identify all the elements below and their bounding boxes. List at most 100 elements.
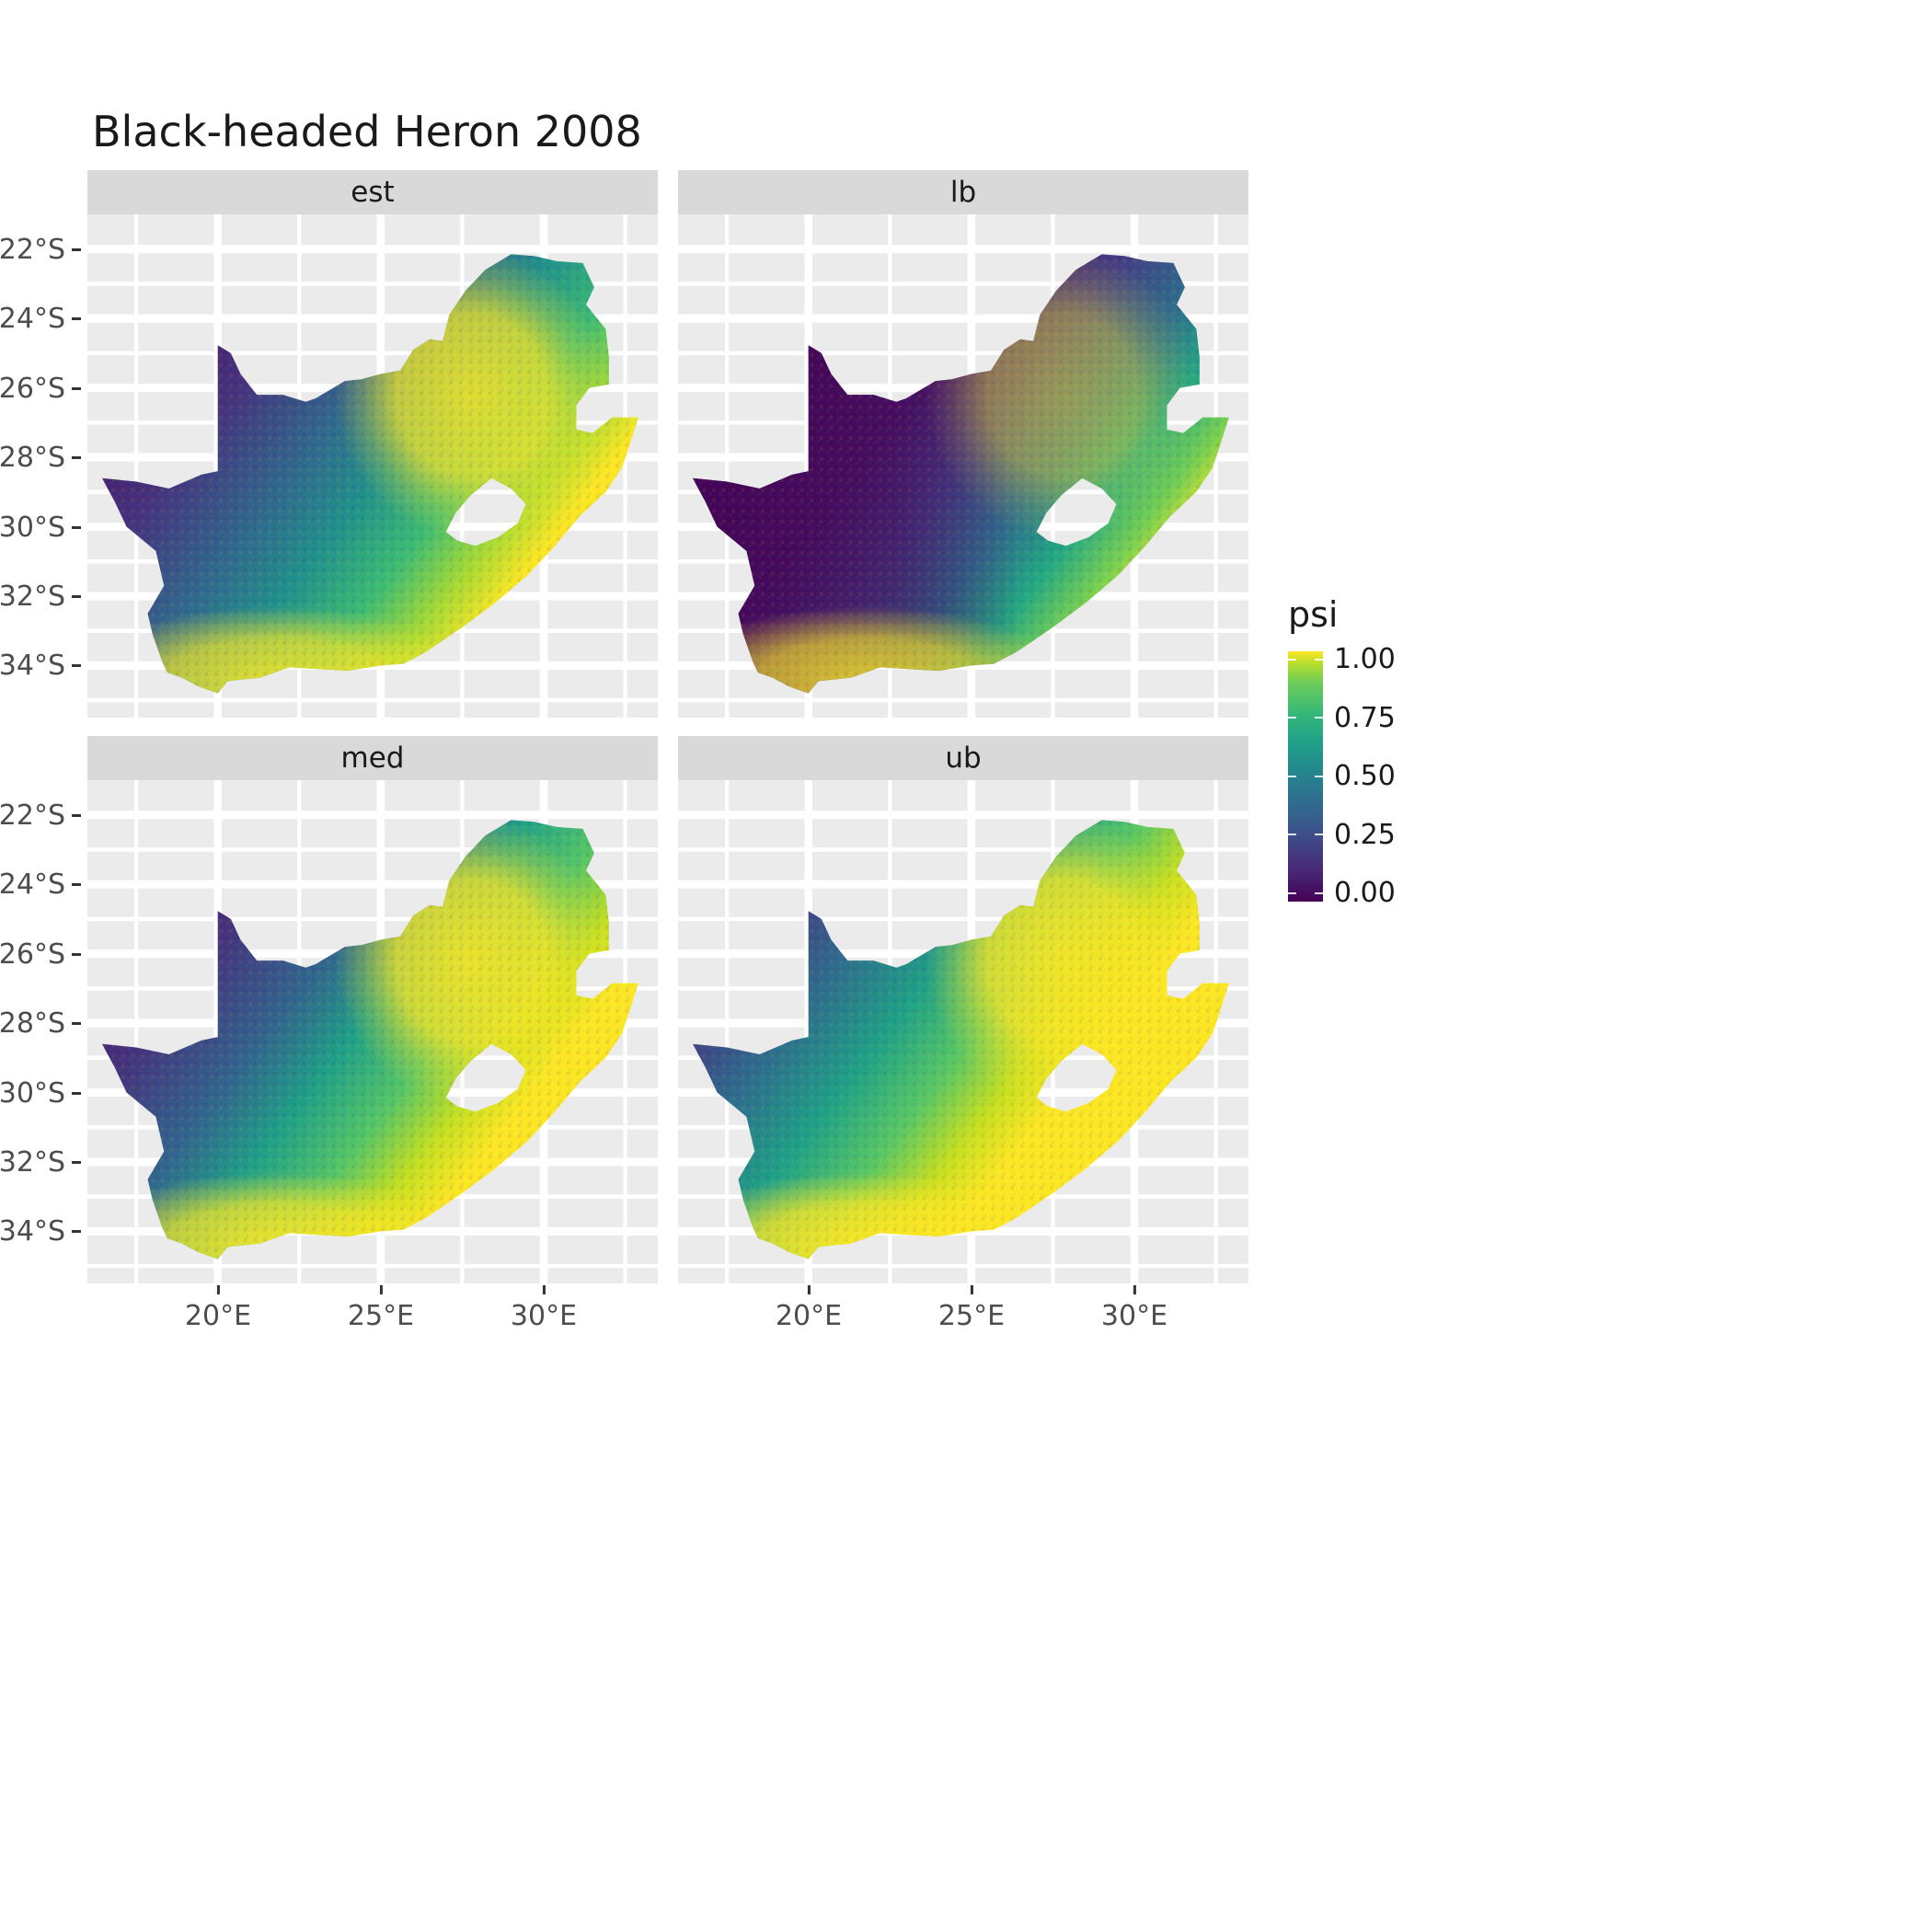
x-axis-label: 30°E xyxy=(1101,1285,1167,1332)
colorbar xyxy=(1288,651,1323,902)
legend-labels: 1.00 0.75 0.50 0.25 0.00 xyxy=(1334,644,1435,909)
x-axis-label: 25°E xyxy=(348,1285,414,1332)
map-panel-est xyxy=(87,214,658,718)
y-tick-mark xyxy=(72,1021,81,1025)
x-tick-label: 30°E xyxy=(510,1300,578,1332)
y-tick-mark xyxy=(72,952,81,956)
y-tick-mark xyxy=(72,316,81,320)
colorbar-tick xyxy=(1288,659,1296,661)
map-svg-est xyxy=(87,214,658,718)
colorbar-tick xyxy=(1288,834,1296,835)
x-axis-label: 30°E xyxy=(511,1285,577,1332)
x-axis-label: 20°E xyxy=(776,1285,842,1332)
y-axis-label: 26°S xyxy=(0,372,81,405)
colorbar-tick xyxy=(1288,776,1296,777)
map-raster-est xyxy=(87,214,658,718)
facet-strip-label: est xyxy=(351,176,395,209)
y-tick-mark xyxy=(72,1160,81,1164)
y-tick-label: 24°S xyxy=(0,302,65,335)
legend-tick-label: 0.75 xyxy=(1334,702,1396,734)
y-tick-mark xyxy=(72,455,81,459)
map-raster-lb xyxy=(678,214,1248,718)
colorbar-tick xyxy=(1315,892,1323,894)
y-axis-label: 34°S xyxy=(0,649,81,682)
y-axis-label: 28°S xyxy=(0,441,81,474)
y-axis-label: 26°S xyxy=(0,937,81,971)
facet-est: est xyxy=(87,170,658,718)
y-tick-mark xyxy=(72,1091,81,1095)
y-tick-mark xyxy=(72,1229,81,1233)
x-tick-label: 20°E xyxy=(775,1300,843,1332)
y-tick-mark xyxy=(72,386,81,390)
facet-strip-med: med xyxy=(87,736,658,780)
y-tick-mark xyxy=(72,813,81,817)
y-tick-mark xyxy=(72,663,81,667)
legend-body: 1.00 0.75 0.50 0.25 0.00 xyxy=(1288,644,1444,909)
map-panel-ub xyxy=(678,780,1248,1283)
y-axis-label: 32°S xyxy=(0,580,81,613)
facet-strip-ub: ub xyxy=(678,736,1248,780)
y-tick-label: 32°S xyxy=(0,580,65,613)
y-tick-label: 30°S xyxy=(0,1076,65,1110)
legend-tick-label: 1.00 xyxy=(1334,643,1396,675)
y-tick-label: 28°S xyxy=(0,1006,65,1040)
colorbar-tick xyxy=(1315,659,1323,661)
y-axis-label: 30°S xyxy=(0,512,81,544)
colorbar-tick xyxy=(1315,776,1323,777)
x-axis-label: 25°E xyxy=(938,1285,1005,1332)
y-axis-label: 30°S xyxy=(0,1076,81,1110)
y-tick-label: 34°S xyxy=(0,1214,65,1248)
facet-strip-label: med xyxy=(340,742,405,775)
x-tick-mark xyxy=(542,1285,546,1294)
x-tick-label: 25°E xyxy=(937,1300,1006,1332)
y-tick-label: 22°S xyxy=(0,799,65,832)
map-svg-lb xyxy=(678,214,1248,718)
x-tick-mark xyxy=(379,1285,383,1294)
y-axis-label: 22°S xyxy=(0,799,81,832)
y-tick-mark xyxy=(72,882,81,886)
legend-tick-label: 0.00 xyxy=(1334,877,1396,909)
plot-title: Black-headed Heron 2008 xyxy=(92,107,642,156)
y-axis-label: 32°S xyxy=(0,1145,81,1179)
y-tick-label: 26°S xyxy=(0,937,65,971)
colorbar-tick xyxy=(1288,717,1296,719)
x-tick-label: 20°E xyxy=(184,1300,252,1332)
facet-strip-label: lb xyxy=(949,176,977,209)
x-tick-label: 25°E xyxy=(347,1300,415,1332)
colorbar-tick xyxy=(1315,717,1323,719)
x-tick-mark xyxy=(1133,1285,1136,1294)
x-tick-mark xyxy=(216,1285,220,1294)
map-raster-ub xyxy=(678,780,1248,1283)
y-axis-label: 22°S xyxy=(0,233,81,266)
y-tick-label: 24°S xyxy=(0,868,65,901)
y-axis-label: 24°S xyxy=(0,302,81,335)
facet-ub: ub xyxy=(678,736,1248,1283)
legend-tick-label: 0.50 xyxy=(1334,760,1396,792)
facet-med: med xyxy=(87,736,658,1283)
map-panel-med xyxy=(87,780,658,1283)
facet-lb: lb xyxy=(678,170,1248,718)
y-tick-label: 28°S xyxy=(0,441,65,474)
facet-strip-lb: lb xyxy=(678,170,1248,214)
y-tick-mark xyxy=(72,594,81,598)
facet-grid: est lb med xyxy=(87,170,1248,1283)
x-tick-mark xyxy=(970,1285,973,1294)
map-svg-ub xyxy=(678,780,1248,1283)
y-tick-mark xyxy=(72,247,81,251)
legend-tick-label: 0.25 xyxy=(1334,819,1396,851)
y-axis-label: 28°S xyxy=(0,1006,81,1040)
y-axis-label: 24°S xyxy=(0,868,81,901)
map-raster-med xyxy=(87,780,658,1283)
y-tick-label: 32°S xyxy=(0,1145,65,1179)
y-axis-label: 34°S xyxy=(0,1214,81,1248)
x-axis-label: 20°E xyxy=(185,1285,251,1332)
y-tick-label: 22°S xyxy=(0,233,65,266)
y-tick-label: 26°S xyxy=(0,372,65,405)
x-tick-label: 30°E xyxy=(1100,1300,1168,1332)
x-tick-mark xyxy=(807,1285,811,1294)
colorbar-tick xyxy=(1288,892,1296,894)
y-tick-mark xyxy=(72,525,81,529)
map-panel-lb xyxy=(678,214,1248,718)
y-tick-label: 34°S xyxy=(0,649,65,682)
